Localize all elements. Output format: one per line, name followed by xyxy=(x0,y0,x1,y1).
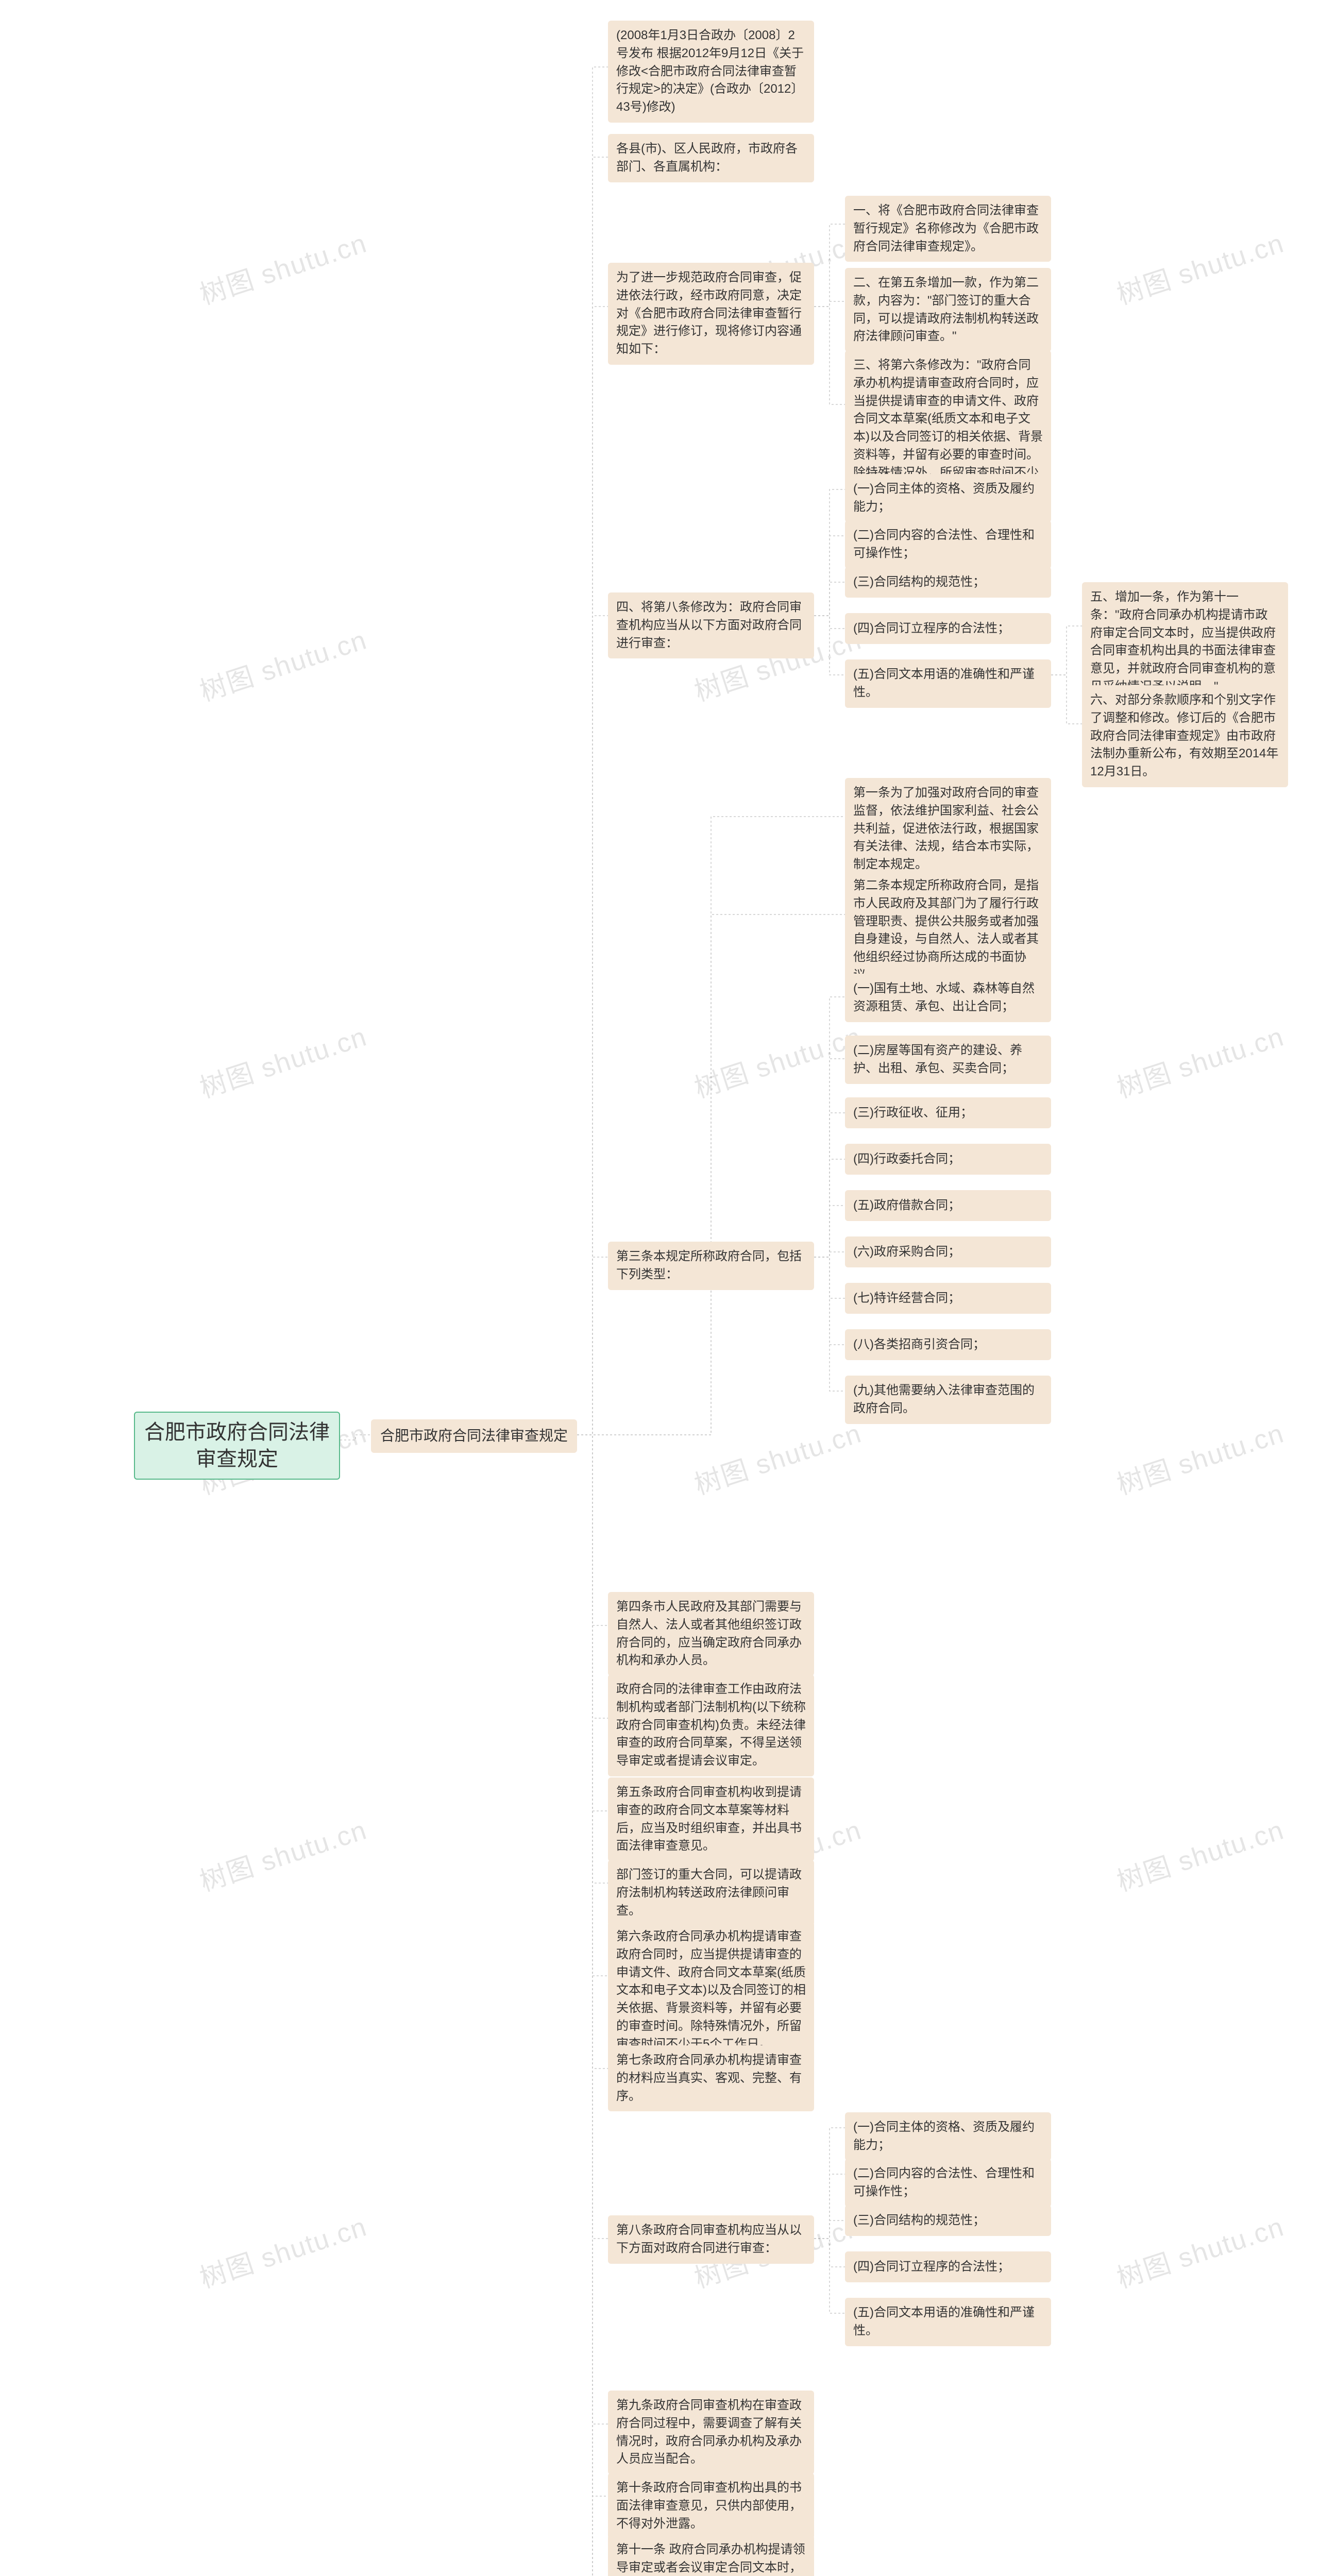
l3-node: (二)房屋等国有资产的建设、养护、出租、承包、买卖合同； xyxy=(845,1036,1051,1084)
l3-node: (四)合同订立程序的合法性； xyxy=(845,613,1051,644)
l3-node: (八)各类招商引资合同； xyxy=(845,1329,1051,1360)
l2-node: 为了进一步规范政府合同审查，促进依法行政，经市政府同意，决定对《合肥市政府合同法… xyxy=(608,263,814,365)
l2-node: 第六条政府合同承办机构提请审查政府合同时，应当提供提请审查的申请文件、政府合同文… xyxy=(608,1922,814,2060)
l3-node: 第二条本规定所称政府合同，是指市人民政府及其部门为了履行行政管理职责、提供公共服… xyxy=(845,871,1051,991)
watermark: 树图 shutu.cn xyxy=(194,618,371,708)
l3-node: (七)特许经营合同； xyxy=(845,1283,1051,1314)
l3-node: (四)合同订立程序的合法性； xyxy=(845,2251,1051,2282)
l3-node: (六)政府采购合同； xyxy=(845,1236,1051,1267)
l3-node: (五)合同文本用语的准确性和严谨性。 xyxy=(845,659,1051,708)
header-node: (2008年1月3日合政办〔2008〕2号发布 根据2012年9月12日《关于修… xyxy=(608,21,814,123)
watermark: 树图 shutu.cn xyxy=(1111,222,1289,312)
l3-node: (二)合同内容的合法性、合理性和可操作性； xyxy=(845,520,1051,569)
l3-node: (五)合同文本用语的准确性和严谨性。 xyxy=(845,2298,1051,2346)
root-node: 合肥市政府合同法律审查规定 xyxy=(134,1412,340,1480)
l2-node: 部门签订的重大合同，可以提请政府法制机构转送政府法律顾问审查。 xyxy=(608,1860,814,1926)
l2-node: 各县(市)、区人民政府，市政府各部门、各直属机构： xyxy=(608,134,814,182)
l2-node: 第八条政府合同审查机构应当从以下方面对政府合同进行审查： xyxy=(608,2215,814,2264)
watermark: 树图 shutu.cn xyxy=(689,1015,866,1105)
l3-node: (三)行政征收、征用； xyxy=(845,1097,1051,1128)
watermark: 树图 shutu.cn xyxy=(194,1808,371,1899)
l3-node: (一)国有土地、水域、森林等自然资源租赁、承包、出让合同； xyxy=(845,974,1051,1022)
l4-node: 六、对部分条款顺序和个别文字作了调整和修改。修订后的《合肥市政府合同法律审查规定… xyxy=(1082,685,1288,787)
watermark: 树图 shutu.cn xyxy=(1111,1015,1289,1105)
watermark: 树图 shutu.cn xyxy=(689,1412,866,1502)
l2-node: 第三条本规定所称政府合同，包括下列类型： xyxy=(608,1242,814,1290)
watermark: 树图 shutu.cn xyxy=(194,2205,371,2295)
l3-node: (二)合同内容的合法性、合理性和可操作性； xyxy=(845,2159,1051,2207)
watermark: 树图 shutu.cn xyxy=(1111,1412,1289,1502)
l3-node: (九)其他需要纳入法律审查范围的政府合同。 xyxy=(845,1376,1051,1424)
watermark: 树图 shutu.cn xyxy=(194,222,371,312)
l2-node: 第五条政府合同审查机构收到提请审查的政府合同文本草案等材料后，应当及时组织审查，… xyxy=(608,1777,814,1861)
l3-node: (五)政府借款合同； xyxy=(845,1190,1051,1221)
l3-node: (一)合同主体的资格、资质及履约能力； xyxy=(845,474,1051,522)
l2-node: 第四条市人民政府及其部门需要与自然人、法人或者其他组织签订政府合同的，应当确定政… xyxy=(608,1592,814,1676)
level1-node: 合肥市政府合同法律审查规定 xyxy=(371,1419,577,1453)
l2-node: 政府合同的法律审查工作由政府法制机构或者部门法制机构(以下统称政府合同审查机构)… xyxy=(608,1674,814,1776)
l3-node: 二、在第五条增加一款，作为第二款，内容为："部门签订的重大合同，可以提请政府法制… xyxy=(845,268,1051,352)
l3-node: (一)合同主体的资格、资质及履约能力； xyxy=(845,2112,1051,2161)
l3-node: 一、将《合肥市政府合同法律审查暂行规定》名称修改为《合肥市政府合同法律审查规定》… xyxy=(845,196,1051,262)
l3-node: 第一条为了加强对政府合同的审查监督，依法维护国家利益、社会公共利益，促进依法行政… xyxy=(845,778,1051,880)
watermark: 树图 shutu.cn xyxy=(1111,2205,1289,2295)
l2-node: 第十一条 政府合同承办机构提请领导审定或者会议审定合同文本时，应当提供政府合同审… xyxy=(608,2535,814,2576)
watermark: 树图 shutu.cn xyxy=(194,1015,371,1105)
l3-node: (三)合同结构的规范性； xyxy=(845,567,1051,598)
l2-node: 第七条政府合同承办机构提请审查的材料应当真实、客观、完整、有序。 xyxy=(608,2045,814,2111)
watermark: 树图 shutu.cn xyxy=(1111,1808,1289,1899)
l2-node: 四、将第八条修改为：政府合同审查机构应当从以下方面对政府合同进行审查： xyxy=(608,592,814,658)
l2-node: 第九条政府合同审查机构在审查政府合同过程中，需要调查了解有关情况时，政府合同承办… xyxy=(608,2391,814,2475)
l4-node: 五、增加一条，作为第十一条："政府合同承办机构提请市政府审定合同文本时，应当提供… xyxy=(1082,582,1288,702)
l3-node: (四)行政委托合同； xyxy=(845,1144,1051,1175)
mindmap-canvas: 树图 shutu.cn 树图 shutu.cn 树图 shutu.cn 树图 shut… xyxy=(0,0,1319,2576)
l3-node: (三)合同结构的规范性； xyxy=(845,2205,1051,2236)
l2-node: 第十条政府合同审查机构出具的书面法律审查意见，只供内部使用，不得对外泄露。 xyxy=(608,2473,814,2539)
